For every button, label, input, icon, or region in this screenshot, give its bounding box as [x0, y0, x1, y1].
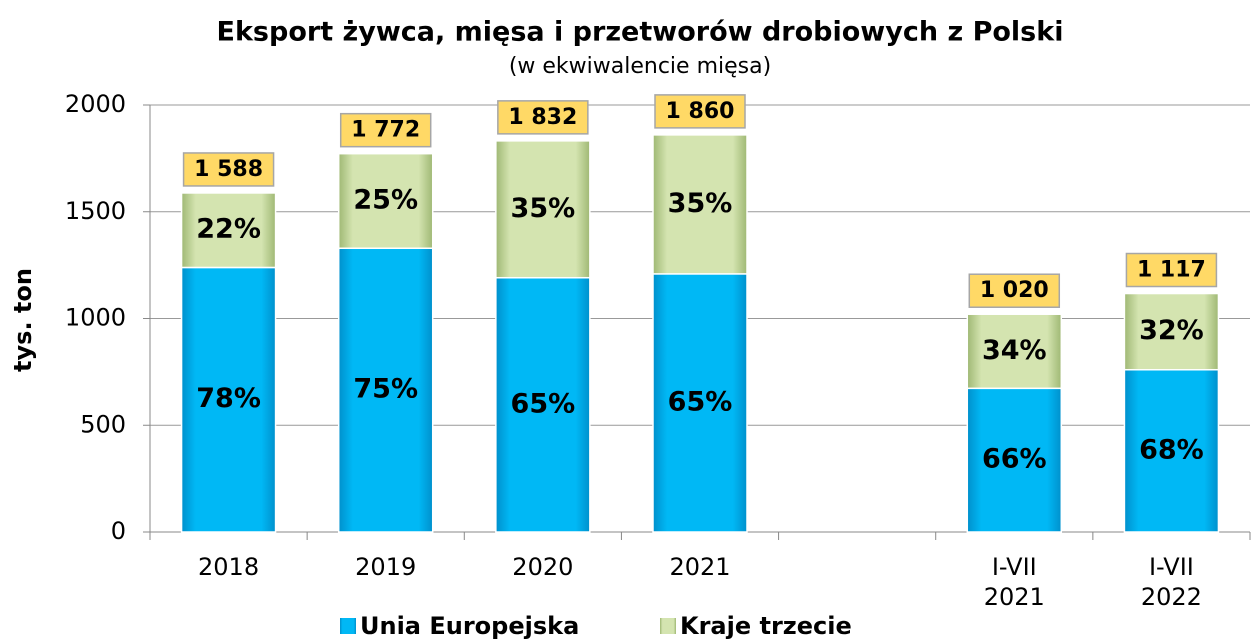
share-label: 25% [353, 184, 418, 215]
y-axis-label: tys. ton [9, 268, 37, 372]
total-box [497, 100, 589, 135]
total-box [339, 112, 432, 148]
x-tick-label: I-VII 2021 [983, 553, 1045, 611]
share-label: 65% [511, 388, 576, 419]
bar-segment [966, 313, 1063, 390]
total-label: 1 588 [194, 157, 263, 182]
bar-segment [1123, 292, 1220, 371]
share-label: 22% [196, 214, 261, 245]
y-tick-label: 0 [111, 517, 126, 545]
total-box [182, 152, 275, 187]
legend-label: Unia Europejska [360, 612, 579, 640]
share-label: 68% [1139, 434, 1204, 465]
total-box [654, 94, 746, 129]
x-tick-label: 2020 [512, 553, 574, 581]
total-label: 1 117 [1137, 258, 1206, 283]
chart-subtitle: (w ekwiwalencie mięsa) [509, 54, 771, 79]
share-label: 78% [196, 383, 261, 414]
y-tick-label: 1000 [65, 304, 126, 332]
bar-segment [495, 276, 591, 533]
y-tick-label: 500 [80, 410, 126, 438]
share-label: 66% [982, 444, 1047, 475]
x-tick-label: I-VII 2022 [1140, 553, 1202, 611]
share-label: 34% [982, 335, 1047, 366]
share-label: 65% [668, 386, 733, 417]
x-tick-label: 2019 [355, 553, 417, 581]
share-label: 35% [668, 188, 733, 219]
total-box [1125, 252, 1218, 288]
share-label: 75% [353, 374, 418, 405]
bar-segment [652, 134, 748, 275]
share-label: 35% [511, 193, 576, 224]
bar-segment [1123, 368, 1220, 533]
total-label: 1 020 [980, 278, 1049, 303]
y-tick-label: 1500 [65, 197, 126, 225]
bar-segment [180, 192, 277, 269]
y-tick-label: 2000 [65, 90, 126, 118]
bar-segment [966, 387, 1063, 533]
bar-segment [337, 152, 434, 250]
legend-swatch [340, 618, 356, 634]
total-label: 1 772 [351, 118, 420, 143]
bar-segment [495, 140, 591, 279]
total-label: 1 860 [666, 99, 735, 124]
chart-title: Eksport żywca, mięsa i przetworów drobio… [217, 17, 1064, 48]
bar-segment [337, 247, 434, 533]
total-label: 1 832 [508, 105, 577, 130]
bar-segment [652, 273, 748, 533]
share-label: 32% [1139, 315, 1204, 346]
legend-swatch [660, 618, 676, 634]
legend-label: Kraje trzecie [680, 612, 852, 640]
x-tick-label: 2018 [198, 553, 260, 581]
total-box [968, 273, 1061, 308]
x-tick-label: 2021 [669, 553, 731, 581]
